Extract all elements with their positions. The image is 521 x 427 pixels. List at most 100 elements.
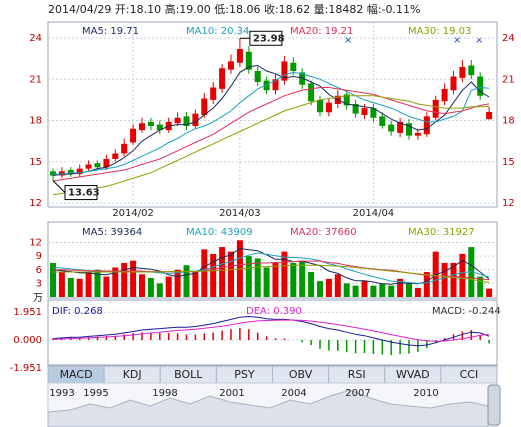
timeline-year: 2010	[413, 388, 438, 399]
candle-body	[130, 128, 137, 143]
y-tick-label: 1.951	[13, 307, 42, 318]
candle-body	[290, 62, 297, 71]
volume-bar	[343, 283, 350, 297]
y-tick-label-right: 15	[502, 157, 515, 168]
volume-bar	[290, 262, 297, 297]
indicator-tabs: MACD KDJ BOLL PSY OBV RSI WVAD CCI	[47, 365, 498, 384]
ma-line	[52, 64, 490, 176]
volume-bar	[183, 265, 190, 297]
candle-body	[397, 121, 404, 133]
tab-label[interactable]: MACD	[60, 368, 93, 381]
volume-bar	[85, 272, 92, 297]
candle-body	[263, 80, 270, 91]
tab-label[interactable]: RSI	[348, 368, 366, 381]
volume-bar	[112, 267, 119, 297]
candle-body	[317, 99, 323, 113]
ma-line	[53, 264, 490, 283]
y-tick-label: 3	[36, 278, 42, 289]
volume-bar	[299, 260, 306, 297]
tab-label[interactable]: PSY	[234, 368, 255, 381]
max-label: 23.98	[253, 33, 285, 44]
volume-bar	[94, 269, 101, 297]
volume-bar	[477, 276, 484, 297]
legend-entry: MA30: 19.03	[408, 26, 471, 37]
macd-panel	[47, 299, 498, 366]
candle-body	[379, 116, 386, 126]
legend-entry: DEA: 0.390	[246, 306, 302, 317]
tab-label[interactable]: KDJ	[123, 368, 142, 381]
candle-body	[414, 132, 421, 136]
y-tick-label: 6	[36, 265, 42, 276]
candle-body	[103, 159, 110, 168]
candle-body	[112, 153, 119, 159]
x-tick-label: 2014/03	[219, 208, 261, 219]
volume-bar	[486, 288, 493, 297]
price-panel	[47, 21, 498, 208]
timeline-year: 2001	[219, 388, 244, 399]
volume-bar	[245, 256, 252, 297]
candle-body	[219, 68, 226, 89]
tab-label[interactable]: BOLL	[174, 368, 203, 381]
volume-bar	[308, 272, 315, 297]
volume-bar	[397, 278, 404, 297]
annotation-box	[64, 185, 98, 201]
timeline-year: 1993	[49, 388, 74, 399]
legend-entry: MA10: 20.34	[186, 26, 249, 37]
volume-bar	[121, 262, 128, 297]
x-tick-label: 2014/02	[112, 208, 154, 219]
candle-body	[343, 94, 350, 106]
volume-bar	[263, 267, 270, 297]
legend-entry: MACD: -0.244	[432, 306, 501, 317]
volume-bar	[76, 278, 83, 297]
y-tick-label: 12	[29, 238, 42, 249]
y-tick-label-right: 21	[502, 74, 515, 85]
candle-body	[58, 171, 65, 176]
candle-body	[85, 164, 92, 169]
volume-bar	[103, 276, 110, 297]
y-tick-label-right: 18	[502, 116, 515, 127]
candle-body	[192, 113, 199, 126]
ma-line	[52, 315, 490, 347]
candle-body	[121, 143, 128, 154]
volume-bar	[325, 278, 332, 297]
candle-body	[76, 168, 83, 175]
min-label: 13.63	[68, 188, 100, 199]
tab-label[interactable]: CCI	[460, 368, 479, 381]
volume-bar	[139, 274, 145, 297]
volume-bar	[281, 251, 288, 297]
y-tick-label: 9	[36, 251, 42, 262]
volume-bar	[370, 285, 377, 297]
candle-body	[147, 121, 154, 126]
volume-panel	[47, 221, 498, 299]
candle-body	[361, 108, 368, 115]
volume-bar	[272, 262, 279, 297]
legend-entry: MA20: 37660	[290, 227, 357, 238]
volume-bar	[201, 249, 208, 297]
timeline-year: 2007	[345, 388, 370, 399]
volume-bar	[67, 277, 74, 297]
y-tick-label: 15	[29, 157, 42, 168]
y-tick-label: 0.000	[13, 335, 42, 346]
candle-body	[183, 116, 190, 126]
volume-bar	[334, 274, 341, 297]
volume-bar	[254, 258, 261, 297]
markers: × × ×	[344, 35, 483, 46]
timeline-year: 1998	[152, 388, 177, 399]
y-tick-label: -1.951	[10, 363, 42, 374]
volume-bar	[58, 272, 65, 297]
candle-body	[450, 76, 457, 91]
y-tick-label-right: 24	[502, 33, 515, 44]
candle-body	[210, 87, 217, 100]
tab-label[interactable]: OBV	[289, 368, 313, 381]
volume-bar	[165, 276, 172, 297]
volume-bar	[317, 281, 323, 297]
volume-bar	[156, 283, 163, 297]
ma-line	[52, 319, 490, 342]
candle-body	[388, 124, 395, 132]
tab-label[interactable]: WVAD	[396, 368, 430, 381]
candle-body	[228, 61, 234, 70]
candle-body	[281, 61, 288, 81]
legend-entry: DIF: 0.268	[52, 306, 103, 317]
timeline-handle[interactable]	[487, 384, 501, 426]
